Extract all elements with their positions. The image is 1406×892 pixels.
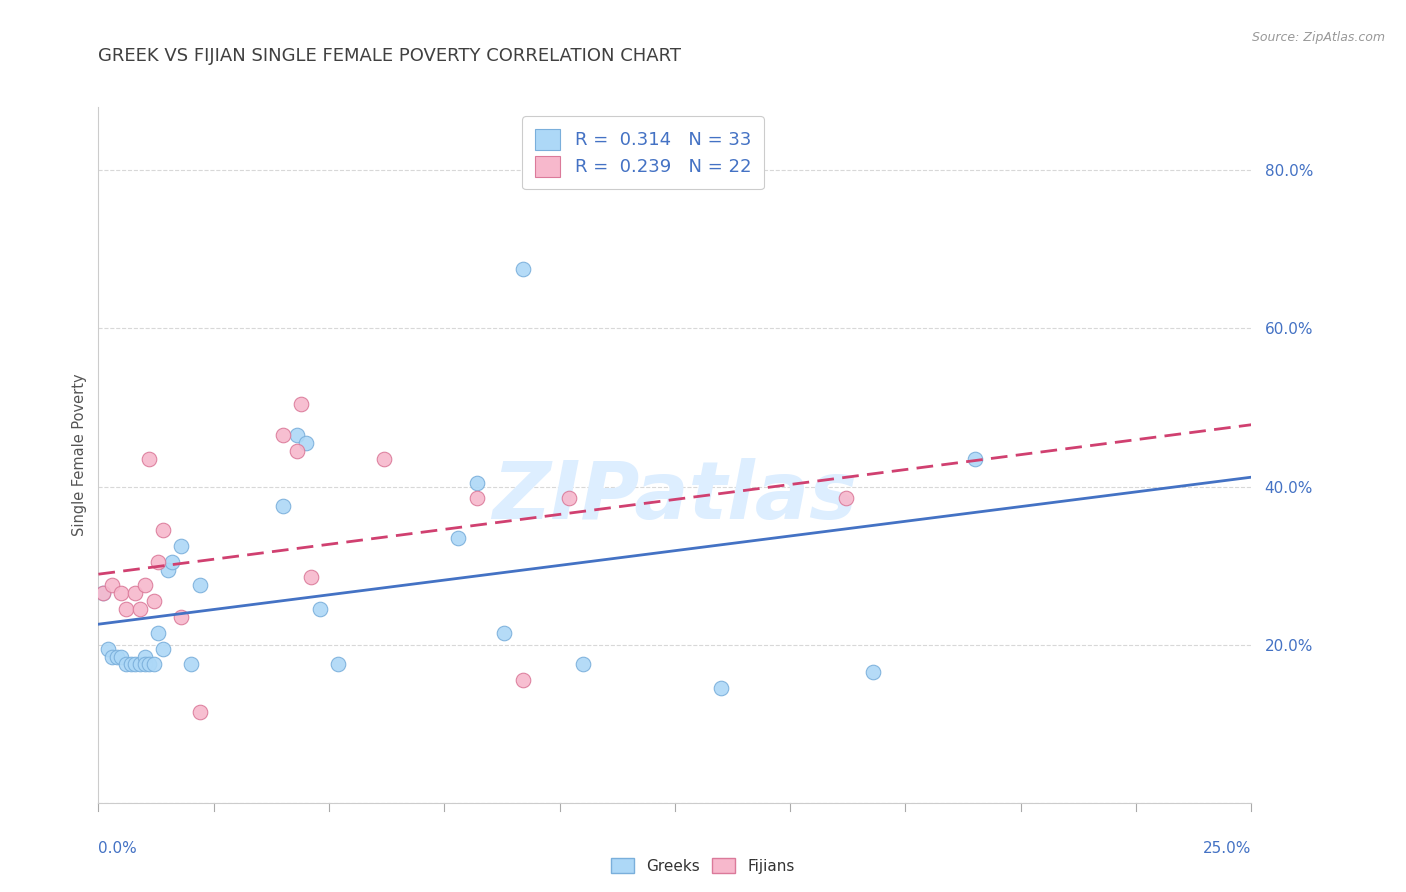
Point bbox=[271, 500, 294, 514]
Point bbox=[148, 555, 170, 569]
Point bbox=[124, 586, 146, 600]
Point bbox=[290, 396, 312, 410]
Point bbox=[160, 555, 183, 569]
Point bbox=[134, 578, 156, 592]
Point bbox=[373, 451, 395, 466]
Point bbox=[862, 665, 884, 680]
Point bbox=[494, 625, 516, 640]
Point bbox=[129, 657, 152, 672]
Legend: R =  0.314   N = 33, R =  0.239   N = 22: R = 0.314 N = 33, R = 0.239 N = 22 bbox=[523, 116, 763, 189]
Point bbox=[138, 657, 160, 672]
Point bbox=[170, 610, 193, 624]
Point bbox=[328, 657, 350, 672]
Point bbox=[447, 531, 470, 545]
Text: 25.0%: 25.0% bbox=[1204, 841, 1251, 856]
Point bbox=[120, 657, 142, 672]
Point bbox=[512, 262, 534, 277]
Point bbox=[285, 444, 308, 458]
Point bbox=[101, 649, 124, 664]
Point bbox=[963, 451, 986, 466]
Point bbox=[299, 570, 322, 584]
Point bbox=[188, 705, 211, 719]
Point bbox=[124, 657, 146, 672]
Text: 0.0%: 0.0% bbox=[98, 841, 138, 856]
Point bbox=[91, 586, 114, 600]
Point bbox=[512, 673, 534, 688]
Point bbox=[271, 428, 294, 442]
Point bbox=[285, 428, 308, 442]
Text: ZIPatlas: ZIPatlas bbox=[492, 458, 858, 536]
Point bbox=[308, 602, 330, 616]
Point bbox=[148, 625, 170, 640]
Point bbox=[134, 649, 156, 664]
Point bbox=[465, 491, 488, 506]
Text: Source: ZipAtlas.com: Source: ZipAtlas.com bbox=[1251, 31, 1385, 45]
Point bbox=[295, 436, 318, 450]
Point bbox=[110, 586, 132, 600]
Point bbox=[558, 491, 581, 506]
Point bbox=[105, 649, 128, 664]
Point bbox=[571, 657, 593, 672]
Point bbox=[142, 594, 165, 608]
Point bbox=[97, 641, 120, 656]
Point bbox=[188, 578, 211, 592]
Point bbox=[170, 539, 193, 553]
Point bbox=[156, 563, 179, 577]
Point bbox=[91, 586, 114, 600]
Point bbox=[465, 475, 488, 490]
Point bbox=[110, 649, 132, 664]
Point bbox=[834, 491, 856, 506]
Y-axis label: Single Female Poverty: Single Female Poverty bbox=[72, 374, 87, 536]
Text: GREEK VS FIJIAN SINGLE FEMALE POVERTY CORRELATION CHART: GREEK VS FIJIAN SINGLE FEMALE POVERTY CO… bbox=[98, 47, 682, 65]
Point bbox=[180, 657, 202, 672]
Point bbox=[129, 602, 152, 616]
Point bbox=[152, 641, 174, 656]
Point bbox=[101, 578, 124, 592]
Point bbox=[152, 523, 174, 537]
Point bbox=[134, 657, 156, 672]
Point bbox=[115, 657, 138, 672]
Point bbox=[710, 681, 733, 695]
Legend: Greeks, Fijians: Greeks, Fijians bbox=[605, 852, 801, 880]
Point bbox=[138, 451, 160, 466]
Point bbox=[115, 602, 138, 616]
Point bbox=[142, 657, 165, 672]
